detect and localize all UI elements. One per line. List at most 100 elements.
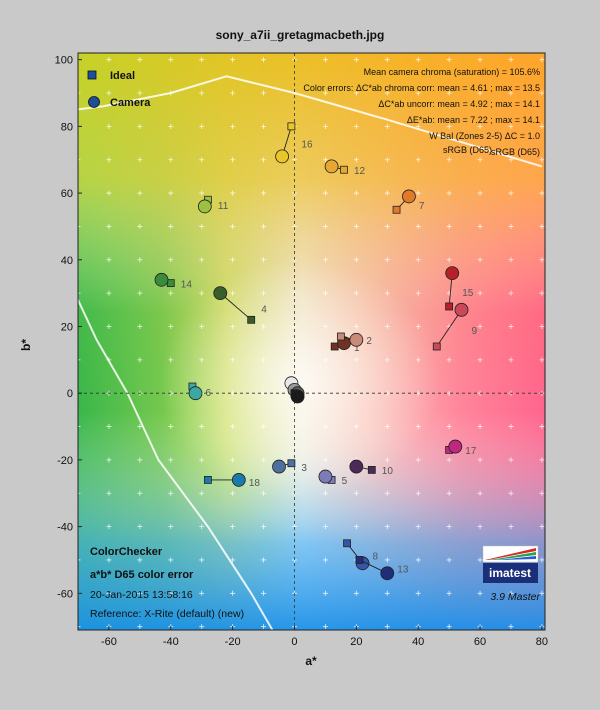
- y-tick-label: 100: [55, 55, 73, 67]
- grid-cross: [384, 190, 390, 196]
- grid-cross: [261, 323, 267, 329]
- grid-cross: [137, 357, 143, 363]
- grid-cross: [199, 490, 205, 496]
- grid-cross: [322, 90, 328, 96]
- stats-line-uncorr: ΔC*ab uncorr: mean = 4.92 ; max = 14.1: [378, 99, 540, 109]
- grid-cross: [199, 223, 205, 229]
- ideal-point: [355, 556, 364, 564]
- grid-cross: [384, 590, 390, 596]
- grid-cross: [168, 290, 174, 296]
- legend-ideal-marker: [87, 70, 97, 80]
- grid-cross: [508, 323, 514, 329]
- grid-cross: [446, 590, 452, 596]
- camera-point: [402, 189, 416, 204]
- grid-cross: [322, 190, 328, 196]
- grid-cross: [106, 424, 112, 430]
- grid-cross: [137, 90, 143, 96]
- grid-cross: [230, 157, 236, 163]
- grid-cross: [261, 123, 267, 129]
- grid-cross: [137, 257, 143, 263]
- patch-label: 1: [354, 343, 360, 354]
- grid-cross: [539, 524, 545, 530]
- grid-cross: [508, 123, 514, 129]
- grid-cross: [415, 490, 421, 496]
- legend-camera-marker: [88, 96, 100, 108]
- grid-cross: [508, 590, 514, 596]
- grid-cross: [446, 557, 452, 563]
- logo-box: [483, 563, 538, 583]
- grid-cross: [477, 357, 483, 363]
- patch-label: 18: [249, 478, 261, 489]
- grid-cross: [477, 557, 483, 563]
- grid-cross: [106, 524, 112, 530]
- camera-point: [349, 332, 364, 347]
- grid-cross: [415, 323, 421, 329]
- grid-cross: [106, 490, 112, 496]
- grid-cross: [477, 223, 483, 229]
- y-tick-label: -60: [57, 588, 73, 600]
- grid-cross: [168, 123, 174, 129]
- grid-cross: [261, 557, 267, 563]
- grid-cross: [168, 490, 174, 496]
- grid-cross: [446, 90, 452, 96]
- grid-cross: [168, 557, 174, 563]
- grid-cross: [508, 190, 514, 196]
- grid-cross: [230, 323, 236, 329]
- grid-cross: [322, 157, 328, 163]
- grid-cross: [477, 290, 483, 296]
- camera-point: [154, 272, 169, 287]
- grid-cross: [539, 223, 545, 229]
- grid-cross: [353, 290, 359, 296]
- grid-cross: [199, 524, 205, 530]
- grid-cross: [384, 424, 390, 430]
- chart-timestamp: 20-Jan-2015 13:58:16: [90, 589, 193, 601]
- grid-cross: [384, 257, 390, 263]
- grid-cross: [322, 123, 328, 129]
- camera-point: [448, 439, 463, 454]
- grid-cross: [353, 257, 359, 263]
- ideal-point: [343, 539, 351, 548]
- grid-cross: [168, 457, 174, 463]
- grid-cross: [168, 323, 174, 329]
- x-tick-label: 80: [536, 636, 548, 648]
- y-tick-label: 20: [61, 321, 73, 333]
- x-tick-label: 40: [412, 636, 424, 648]
- grid-cross: [384, 57, 390, 63]
- camera-point: [318, 469, 333, 484]
- grid-cross: [230, 57, 236, 63]
- grid-cross: [106, 190, 112, 196]
- camera-point: [349, 459, 364, 474]
- grid-cross: [384, 624, 390, 630]
- camera-point: [188, 386, 203, 401]
- grid-cross: [322, 590, 328, 596]
- logo-stripe-red: [485, 548, 536, 560]
- grid-cross: [508, 90, 514, 96]
- grid-cross: [477, 524, 483, 530]
- grid-cross: [353, 424, 359, 430]
- grid-cross: [415, 590, 421, 596]
- grid-cross: [137, 223, 143, 229]
- grid-cross: [508, 524, 514, 530]
- stats-block: Mean camera chroma (saturation) = 105.6%…: [303, 67, 540, 157]
- grid-cross: [230, 590, 236, 596]
- grid-cross: [477, 457, 483, 463]
- grid-cross: [137, 290, 143, 296]
- patch-label: 10: [382, 466, 394, 477]
- grid-cross: [446, 57, 452, 63]
- bottom-left-info: ColorChecker a*b* D65 color error 20-Jan…: [90, 546, 244, 620]
- grid-cross: [168, 257, 174, 263]
- stats-line-gamut: sRGB (D65): [491, 147, 540, 157]
- ideal-point: [247, 315, 256, 324]
- y-tick-label: 0: [67, 388, 73, 400]
- grid-cross: [477, 157, 483, 163]
- camera-point: [197, 199, 212, 214]
- grid-cross: [477, 424, 483, 430]
- grid-cross: [539, 424, 545, 430]
- grid-cross: [78, 157, 81, 163]
- grid-cross: [137, 157, 143, 163]
- grid-cross: [353, 524, 359, 530]
- grid-cross: [477, 257, 483, 263]
- grid-cross: [322, 490, 328, 496]
- y-tick-label: 60: [61, 188, 73, 200]
- grid-cross: [384, 557, 390, 563]
